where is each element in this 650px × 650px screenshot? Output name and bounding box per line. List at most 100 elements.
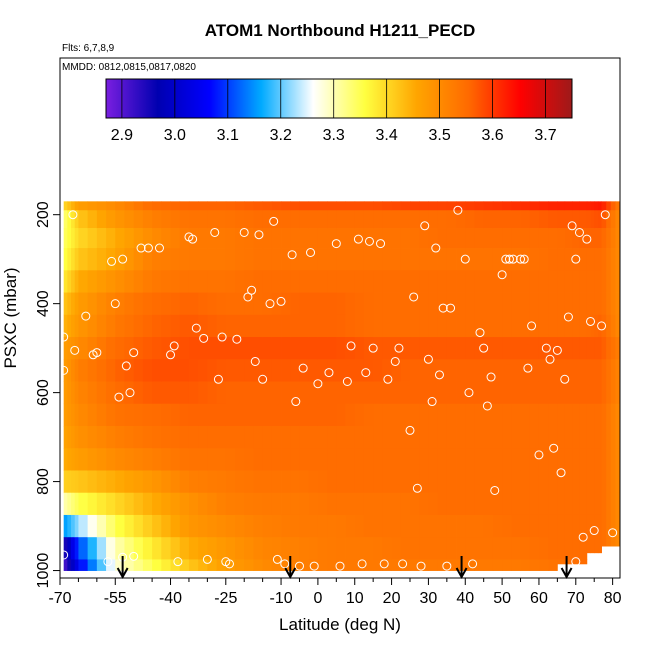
heatmap-cell [601,292,607,316]
heatmap-cell [327,292,337,316]
heatmap-cell [529,270,540,293]
heatmap-cell [188,381,199,405]
heatmap-cell [71,359,76,382]
heatmap-cell [345,381,356,405]
heatmap-cell [253,359,264,382]
heatmap-cell [456,337,466,360]
heatmap-cell [345,292,356,316]
heatmap-cell [502,314,512,338]
heatmap-cell [446,270,457,293]
heatmap-cell [456,537,466,560]
heatmap-cell [520,470,531,494]
heatmap-cell [579,381,588,405]
heatmap-cell [428,210,439,229]
heatmap-cell [216,559,227,571]
heatmap-cell [483,381,494,405]
heatmap-cell [225,359,236,382]
heatmap-cell [71,425,76,449]
heatmap-cell [483,470,494,494]
heatmap-cell [152,201,162,211]
heatmap-cell [548,381,558,405]
heatmap-cell [235,314,245,338]
heatmap-cell [179,492,190,516]
heatmap-cell [74,492,79,516]
heatmap-cell [590,470,595,494]
heatmap-cell [253,470,264,494]
heatmap-cell [281,248,291,271]
heatmap-cell [363,537,374,560]
heatmap-cell [161,537,171,560]
heatmap-cell [590,359,595,382]
heatmap-cell [419,559,429,571]
heatmap-cell [115,228,125,249]
heatmap-cell [179,448,190,471]
heatmap-cell [290,448,300,471]
x-tick-label: 0 [313,590,322,607]
heatmap-cell [71,201,76,211]
heatmap-cell [262,559,273,571]
heatmap-cell [207,210,217,229]
heatmap-cell [152,270,162,293]
heatmap-cell [142,514,153,538]
heatmap-cell [327,470,337,494]
heatmap-cell [244,403,254,427]
heatmap-cell [336,537,346,560]
heatmap-cell [437,270,448,293]
sample-point [442,561,452,571]
heatmap-cell [124,448,135,471]
heatmap-cell [597,492,602,516]
heatmap-cell [391,403,402,427]
heatmap-cell [502,228,512,249]
sample-point [486,372,496,382]
heatmap-cell [161,470,171,494]
heatmap-cell [483,359,494,382]
heatmap-cell [96,448,107,471]
heatmap-cell [474,314,485,338]
heatmap-cell [548,210,558,229]
heatmap-cell [529,470,540,494]
heatmap-cell [115,425,125,449]
heatmap-cell [87,337,98,360]
heatmap-cell [400,248,411,271]
heatmap-cell [281,448,291,471]
heatmap-cell [67,292,72,316]
heatmap-cell [437,201,448,211]
heatmap-cell [290,292,300,316]
heatmap-cell [188,537,199,560]
heatmap-cell [345,559,356,571]
heatmap-cell [557,228,566,249]
heatmap-cell [225,314,236,338]
heatmap-cell [124,537,135,560]
heatmap-cell [308,210,319,229]
heatmap-cell [382,492,392,516]
sample-point [453,205,463,215]
heatmap-cell [465,201,475,211]
heatmap-cell [529,292,540,316]
heatmap-cell [610,381,616,405]
heatmap-cell [601,314,607,338]
sample-point [438,303,448,313]
heatmap-cell [152,403,162,427]
heatmap-cell [564,201,573,211]
sample-point [121,361,131,371]
heatmap-cell [271,228,282,249]
heatmap-cell [529,228,540,249]
heatmap-cell [170,448,181,471]
heatmap-cell [610,448,616,471]
heatmap-cell [520,314,531,338]
heatmap-cell [594,448,599,471]
sample-point [309,561,319,571]
heatmap-cell [428,403,439,427]
heatmap-cell [290,470,300,494]
heatmap-cell [610,248,616,271]
heatmap-cell [170,537,181,560]
heatmap-cell [87,314,98,338]
heatmap-cell [207,248,217,271]
sample-point [239,227,249,237]
heatmap-cell [207,292,217,316]
heatmap-cell [87,559,98,571]
heatmap-cell [317,201,328,211]
heatmap-cell [606,314,612,338]
heatmap-cell [327,201,337,211]
heatmap-cell [78,314,89,338]
